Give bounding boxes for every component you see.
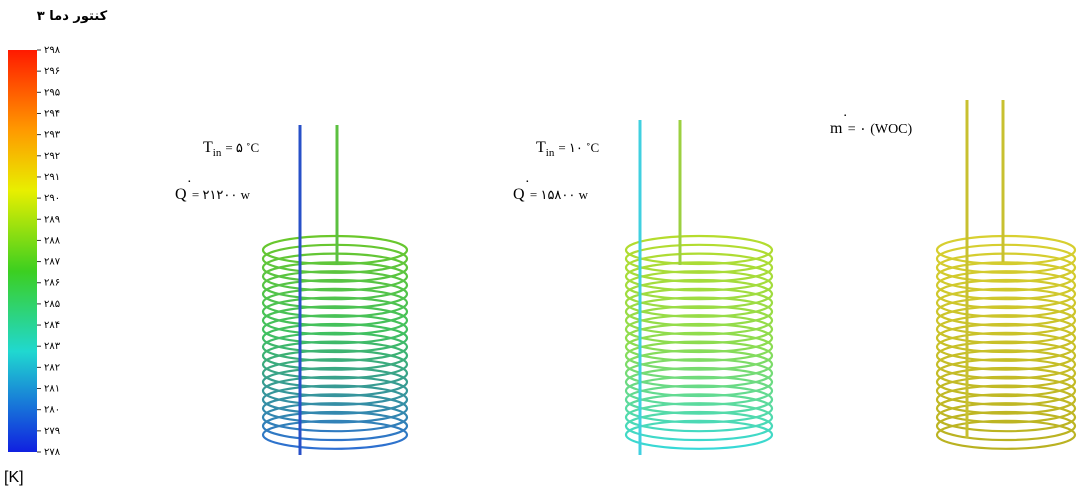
coil-turn: [263, 386, 407, 414]
power-label: Q˙= ۱۵۸۰۰ w: [513, 178, 589, 203]
tick-label: ۲۸۴: [44, 320, 60, 331]
tick-label: ۲۹۵: [44, 87, 60, 98]
coil-turn: [626, 342, 772, 370]
colorbar-ticks: ۲۹۸ ۲۹۶ ۲۹۵ ۲۹۴ ۲۹۳ ۲۹۲ ۲۹۱ ۲۹۰ ۲۸۹ ۲۸۸ ۲۸۷ ۲۸۶ ۲۸۵ ۲…: [37, 45, 61, 458]
coil-turn: [937, 403, 1075, 431]
coil-turn: [626, 421, 772, 449]
coil-turn: [263, 271, 407, 299]
coil-turn: [263, 412, 407, 440]
coil-turn: [263, 306, 407, 334]
coil-turn: [626, 333, 772, 361]
coil-turn: [937, 280, 1075, 308]
coil-turn: [263, 421, 407, 449]
coil-turn: [626, 236, 772, 264]
coil-turn: [626, 245, 772, 273]
tick-label: ۲۸۵: [44, 299, 60, 310]
coil-turn: [263, 342, 407, 370]
tick-label: ۲۹۶: [44, 66, 60, 77]
coil-turn: [626, 368, 772, 396]
coil-turn: [937, 315, 1075, 343]
coils: [263, 100, 1075, 455]
coil-turn: [263, 359, 407, 387]
coil-turn: [263, 236, 407, 264]
coil-turn: [263, 394, 407, 422]
power-label: Q˙= ۲۱۲۰۰ w: [175, 178, 251, 203]
coil-turn: [626, 254, 772, 282]
tick-label: ۲۸۲: [44, 362, 60, 373]
coil-turn: [263, 368, 407, 396]
tick-label: ۲۷۹: [44, 426, 60, 437]
tick-label: ۲۸۰: [44, 405, 60, 416]
tick-label: ۲۷۸: [44, 447, 61, 458]
flow-label: m˙= ۰ (WOC): [830, 112, 913, 137]
coil-turn: [937, 306, 1075, 334]
coil-turn: [626, 289, 772, 317]
coil-turn: [263, 262, 407, 290]
coil-turn: [263, 333, 407, 361]
coil-turn: [263, 350, 407, 378]
coil-turn: [937, 394, 1075, 422]
tick-label: ۲۹۲: [44, 151, 60, 162]
coil-turn: [937, 333, 1075, 361]
coil-turn: [937, 359, 1075, 387]
coil-turn: [937, 386, 1075, 414]
temperature-label: Tin= ۵ ˚C: [203, 139, 259, 159]
coil-turn: [937, 298, 1075, 326]
tick-label: ۲۸۹: [44, 214, 60, 225]
coil-turn: [263, 245, 407, 273]
tick-label: ۲۹۸: [44, 45, 61, 56]
coil-turn: [263, 289, 407, 317]
coil-turn: [626, 280, 772, 308]
coil-turn: [263, 280, 407, 308]
coil-turn: [937, 368, 1075, 396]
figure: کنتور دما ۳ [K] ۲۹۸ ۲۹۶ ۲۹۵ ۲۹۴ ۲۹۳ ۲۹۲ ۲۹۱ ۲۹۰…: [0, 0, 1077, 493]
tick-label: ۲۹۴: [44, 108, 60, 119]
coil-turn: [937, 262, 1075, 290]
tick-label: ۲۸۸: [44, 235, 61, 246]
coil-turn: [626, 324, 772, 352]
tick-label: ۲۸۷: [44, 257, 61, 268]
coil-turn: [626, 262, 772, 290]
coil-turn: [263, 298, 407, 326]
coil-turn: [626, 315, 772, 343]
coil-turn: [626, 403, 772, 431]
coil-turn: [626, 412, 772, 440]
coil-turn: [263, 324, 407, 352]
coil-turn: [263, 377, 407, 405]
tick-label: ۲۸۱: [44, 384, 60, 395]
coil-turn: [626, 271, 772, 299]
coil-turn: [937, 350, 1075, 378]
coil-turn: [263, 315, 407, 343]
coil-turn: [937, 236, 1075, 264]
colorbar-title: کنتور دما ۳: [37, 9, 108, 24]
coil-turn: [937, 324, 1075, 352]
tick-label: ۲۹۳: [44, 130, 61, 141]
coil-turn: [263, 254, 407, 282]
coil-turn: [626, 306, 772, 334]
coil-turn: [626, 359, 772, 387]
colorbar: [8, 50, 37, 452]
coil-turn: [626, 350, 772, 378]
coil-turn: [937, 245, 1075, 273]
coil-turn: [626, 394, 772, 422]
tick-label: ۲۹۰: [44, 193, 60, 204]
coil-turn: [937, 421, 1075, 449]
tick-label: ۲۹۱: [44, 172, 60, 183]
coil-turn: [626, 298, 772, 326]
coil-turn: [937, 271, 1075, 299]
tick-label: ۲۸۳: [44, 341, 61, 352]
coil-turn: [937, 342, 1075, 370]
coil-turn: [937, 412, 1075, 440]
coil-turn: [263, 403, 407, 431]
coil-turn: [937, 289, 1075, 317]
coil-turn: [937, 254, 1075, 282]
tick-label: ۲۸۶: [44, 278, 60, 289]
coil-turn: [626, 377, 772, 405]
unit-label: [K]: [4, 469, 24, 486]
temperature-label: Tin= ۱۰ ˚C: [536, 139, 599, 159]
coil-turn: [937, 377, 1075, 405]
coil-turn: [626, 386, 772, 414]
